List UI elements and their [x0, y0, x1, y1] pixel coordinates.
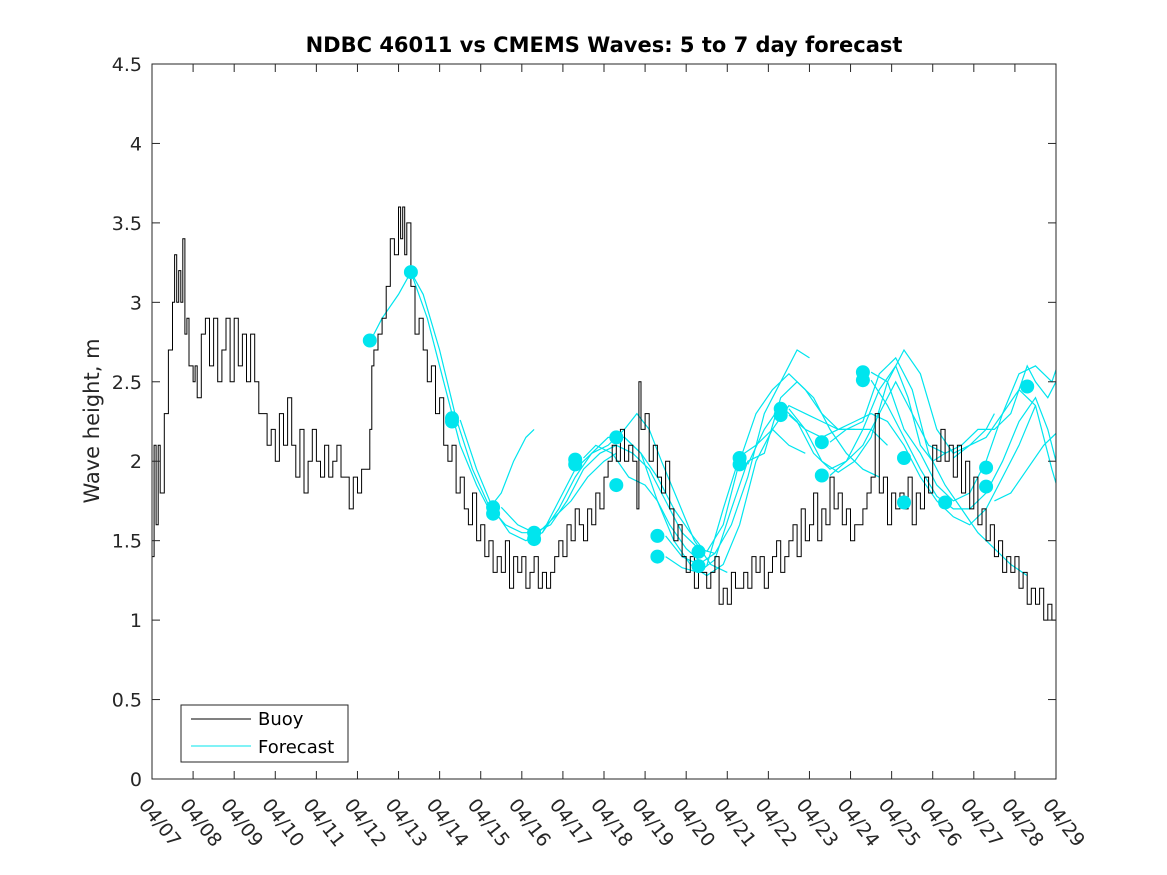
forecast-marker — [362, 333, 377, 348]
forecast-marker — [897, 495, 911, 510]
forecast-marker — [814, 435, 829, 450]
forecast-series-line — [788, 348, 995, 474]
legend: Buoy Forecast — [180, 704, 349, 763]
forecast-marker — [938, 495, 953, 510]
forecast-marker — [609, 478, 624, 493]
forecast-marker — [445, 414, 459, 429]
y-tick-label: 4 — [130, 133, 142, 155]
forecast-marker — [855, 373, 870, 388]
forecast-series-line — [870, 365, 1056, 502]
y-tick-label: 0.5 — [112, 690, 142, 712]
forecast-marker — [650, 549, 665, 564]
forecast-marker — [773, 408, 788, 423]
y-tick-label: 3.5 — [112, 213, 142, 235]
forecast-marker — [897, 451, 911, 465]
forecast-marker — [609, 430, 624, 445]
y-tick-label: 2.5 — [112, 372, 142, 394]
legend-box — [180, 704, 349, 763]
forecast-marker — [732, 457, 747, 472]
plot-frame — [151, 63, 1057, 780]
y-tick-label: 2 — [130, 451, 142, 473]
forecast-marker — [979, 460, 994, 475]
y-tick-label: 1 — [130, 610, 142, 632]
y-tick-label: 1.5 — [112, 531, 142, 553]
forecast-series-line — [410, 271, 535, 511]
forecast-marker — [650, 528, 665, 543]
legend-buoy-label: Buoy — [258, 709, 304, 730]
y-axis-label: Wave height, m — [80, 338, 104, 503]
legend-forecast-label: Forecast — [258, 737, 334, 758]
forecast-marker — [486, 506, 501, 521]
forecast-marker — [814, 468, 829, 483]
buoy-series-line — [152, 206, 1056, 621]
forecast-marker — [527, 532, 542, 547]
forecast-series-line — [583, 444, 699, 561]
forecast-series-line — [870, 379, 1056, 510]
y-tick-label: 0 — [130, 769, 142, 791]
forecast-marker — [979, 479, 994, 494]
plot-area — [152, 64, 1056, 779]
forecast-series-line — [952, 388, 1056, 486]
forecast-series-line — [994, 432, 1056, 502]
forecast-marker — [691, 544, 706, 559]
chart-title: NDBC 46011 vs CMEMS Waves: 5 to 7 day fo… — [306, 33, 903, 57]
forecast-marker — [403, 265, 418, 280]
forecast-marker — [568, 457, 583, 472]
forecast-series-line — [706, 372, 855, 553]
y-tick-label: 3 — [130, 292, 142, 314]
forecast-marker — [1020, 379, 1035, 394]
forecast-series-line — [829, 364, 1056, 476]
series-layer — [152, 206, 1056, 621]
forecast-marker — [691, 559, 706, 574]
forecast-series-line — [788, 405, 1037, 526]
y-tick-label: 4.5 — [112, 54, 142, 76]
